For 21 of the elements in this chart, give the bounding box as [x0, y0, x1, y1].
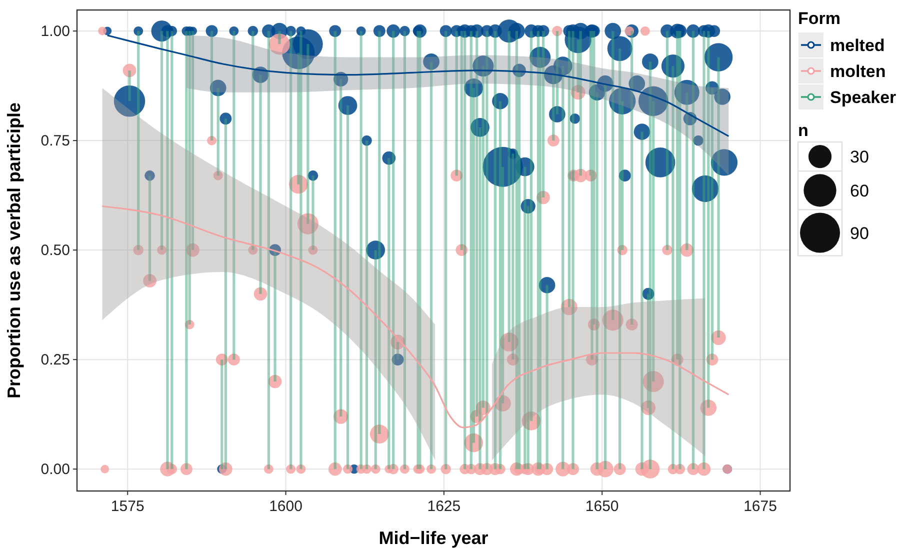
legend-label: Speaker	[830, 88, 897, 107]
y-tick-label: 0.75	[40, 132, 70, 150]
x-tick-label: 1675	[744, 498, 777, 515]
legend-label: 90	[850, 224, 869, 243]
y-tick-label: 0.00	[40, 461, 70, 478]
x-tick-label: 1650	[585, 498, 619, 515]
y-axis-title: Proportion use as verbal participle	[4, 102, 24, 399]
legend-label: 60	[850, 181, 869, 200]
legend-label: molten	[830, 62, 886, 81]
legend-label: 30	[850, 148, 869, 167]
text: n	[798, 121, 808, 140]
y-tick-label: 0.50	[40, 242, 70, 260]
x-tick-label: 1575	[110, 498, 144, 515]
x-tick-label: 1625	[427, 498, 461, 515]
y-tick-label: 1.00	[40, 23, 70, 40]
legend-title: Form	[798, 9, 840, 28]
legend-label: melted	[830, 36, 885, 55]
y-tick-label: 0.25	[40, 352, 70, 369]
x-axis-title: Mid−life year	[378, 528, 488, 548]
x-tick-label: 1600	[269, 498, 302, 515]
line-series	[102, 205, 730, 428]
